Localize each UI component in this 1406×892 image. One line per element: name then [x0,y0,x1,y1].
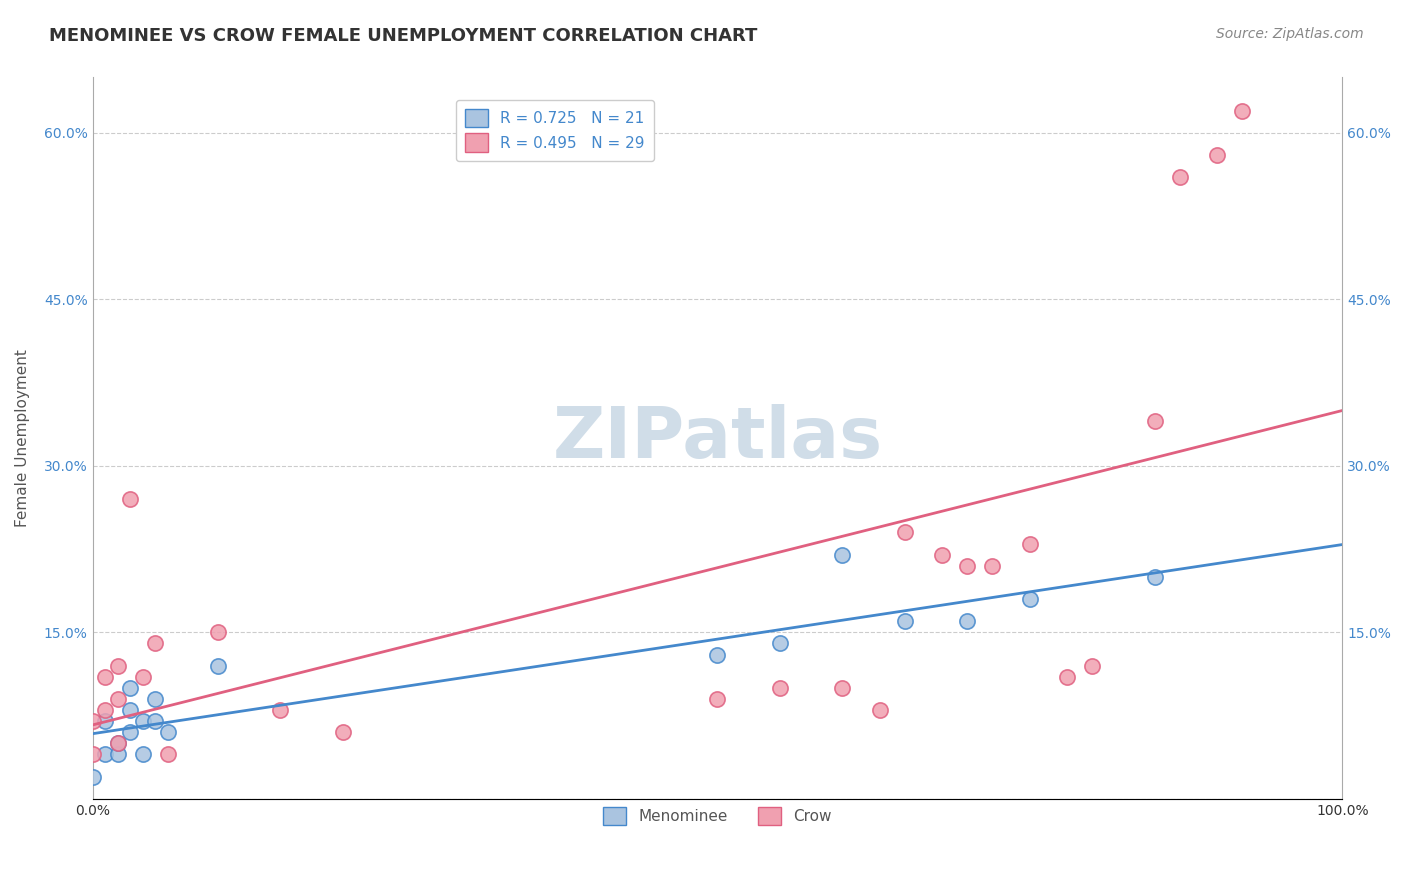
Point [1168,170,1191,185]
Point [131,747,153,762]
Point [981,558,1004,573]
Point [107,736,129,750]
Point [94,670,117,684]
Point [120,681,142,695]
Point [1056,670,1078,684]
Point [956,558,979,573]
Point [894,614,917,628]
Point [131,670,153,684]
Point [869,703,891,717]
Point [207,658,229,673]
Point [94,747,117,762]
Point [706,692,728,706]
Point [1018,592,1040,607]
Point [82,714,104,728]
Point [332,725,354,739]
Point [107,736,129,750]
Point [269,703,291,717]
Point [94,703,117,717]
Point [82,770,104,784]
Point [156,747,179,762]
Point [894,525,917,540]
Text: MENOMINEE VS CROW FEMALE UNEMPLOYMENT CORRELATION CHART: MENOMINEE VS CROW FEMALE UNEMPLOYMENT CO… [49,27,758,45]
Text: ZIPatlas: ZIPatlas [553,404,883,473]
Legend: Menominee, Crow: Menominee, Crow [593,797,841,835]
Point [107,747,129,762]
Point [143,636,166,650]
Point [207,625,229,640]
Point [131,714,153,728]
Point [156,725,179,739]
Point [769,681,792,695]
Point [831,548,853,562]
Point [1143,570,1166,584]
Point [1018,536,1040,550]
Point [1081,658,1104,673]
Point [769,636,792,650]
Point [107,692,129,706]
Point [956,614,979,628]
Point [107,658,129,673]
Point [120,703,142,717]
Point [1206,148,1229,162]
Point [706,648,728,662]
Point [831,681,853,695]
Point [120,725,142,739]
Point [143,714,166,728]
Point [94,714,117,728]
Point [82,747,104,762]
Point [931,548,953,562]
Point [143,692,166,706]
Y-axis label: Female Unemployment: Female Unemployment [15,349,30,527]
Point [120,492,142,507]
Text: Source: ZipAtlas.com: Source: ZipAtlas.com [1216,27,1364,41]
Point [1232,103,1254,118]
Point [1143,415,1166,429]
